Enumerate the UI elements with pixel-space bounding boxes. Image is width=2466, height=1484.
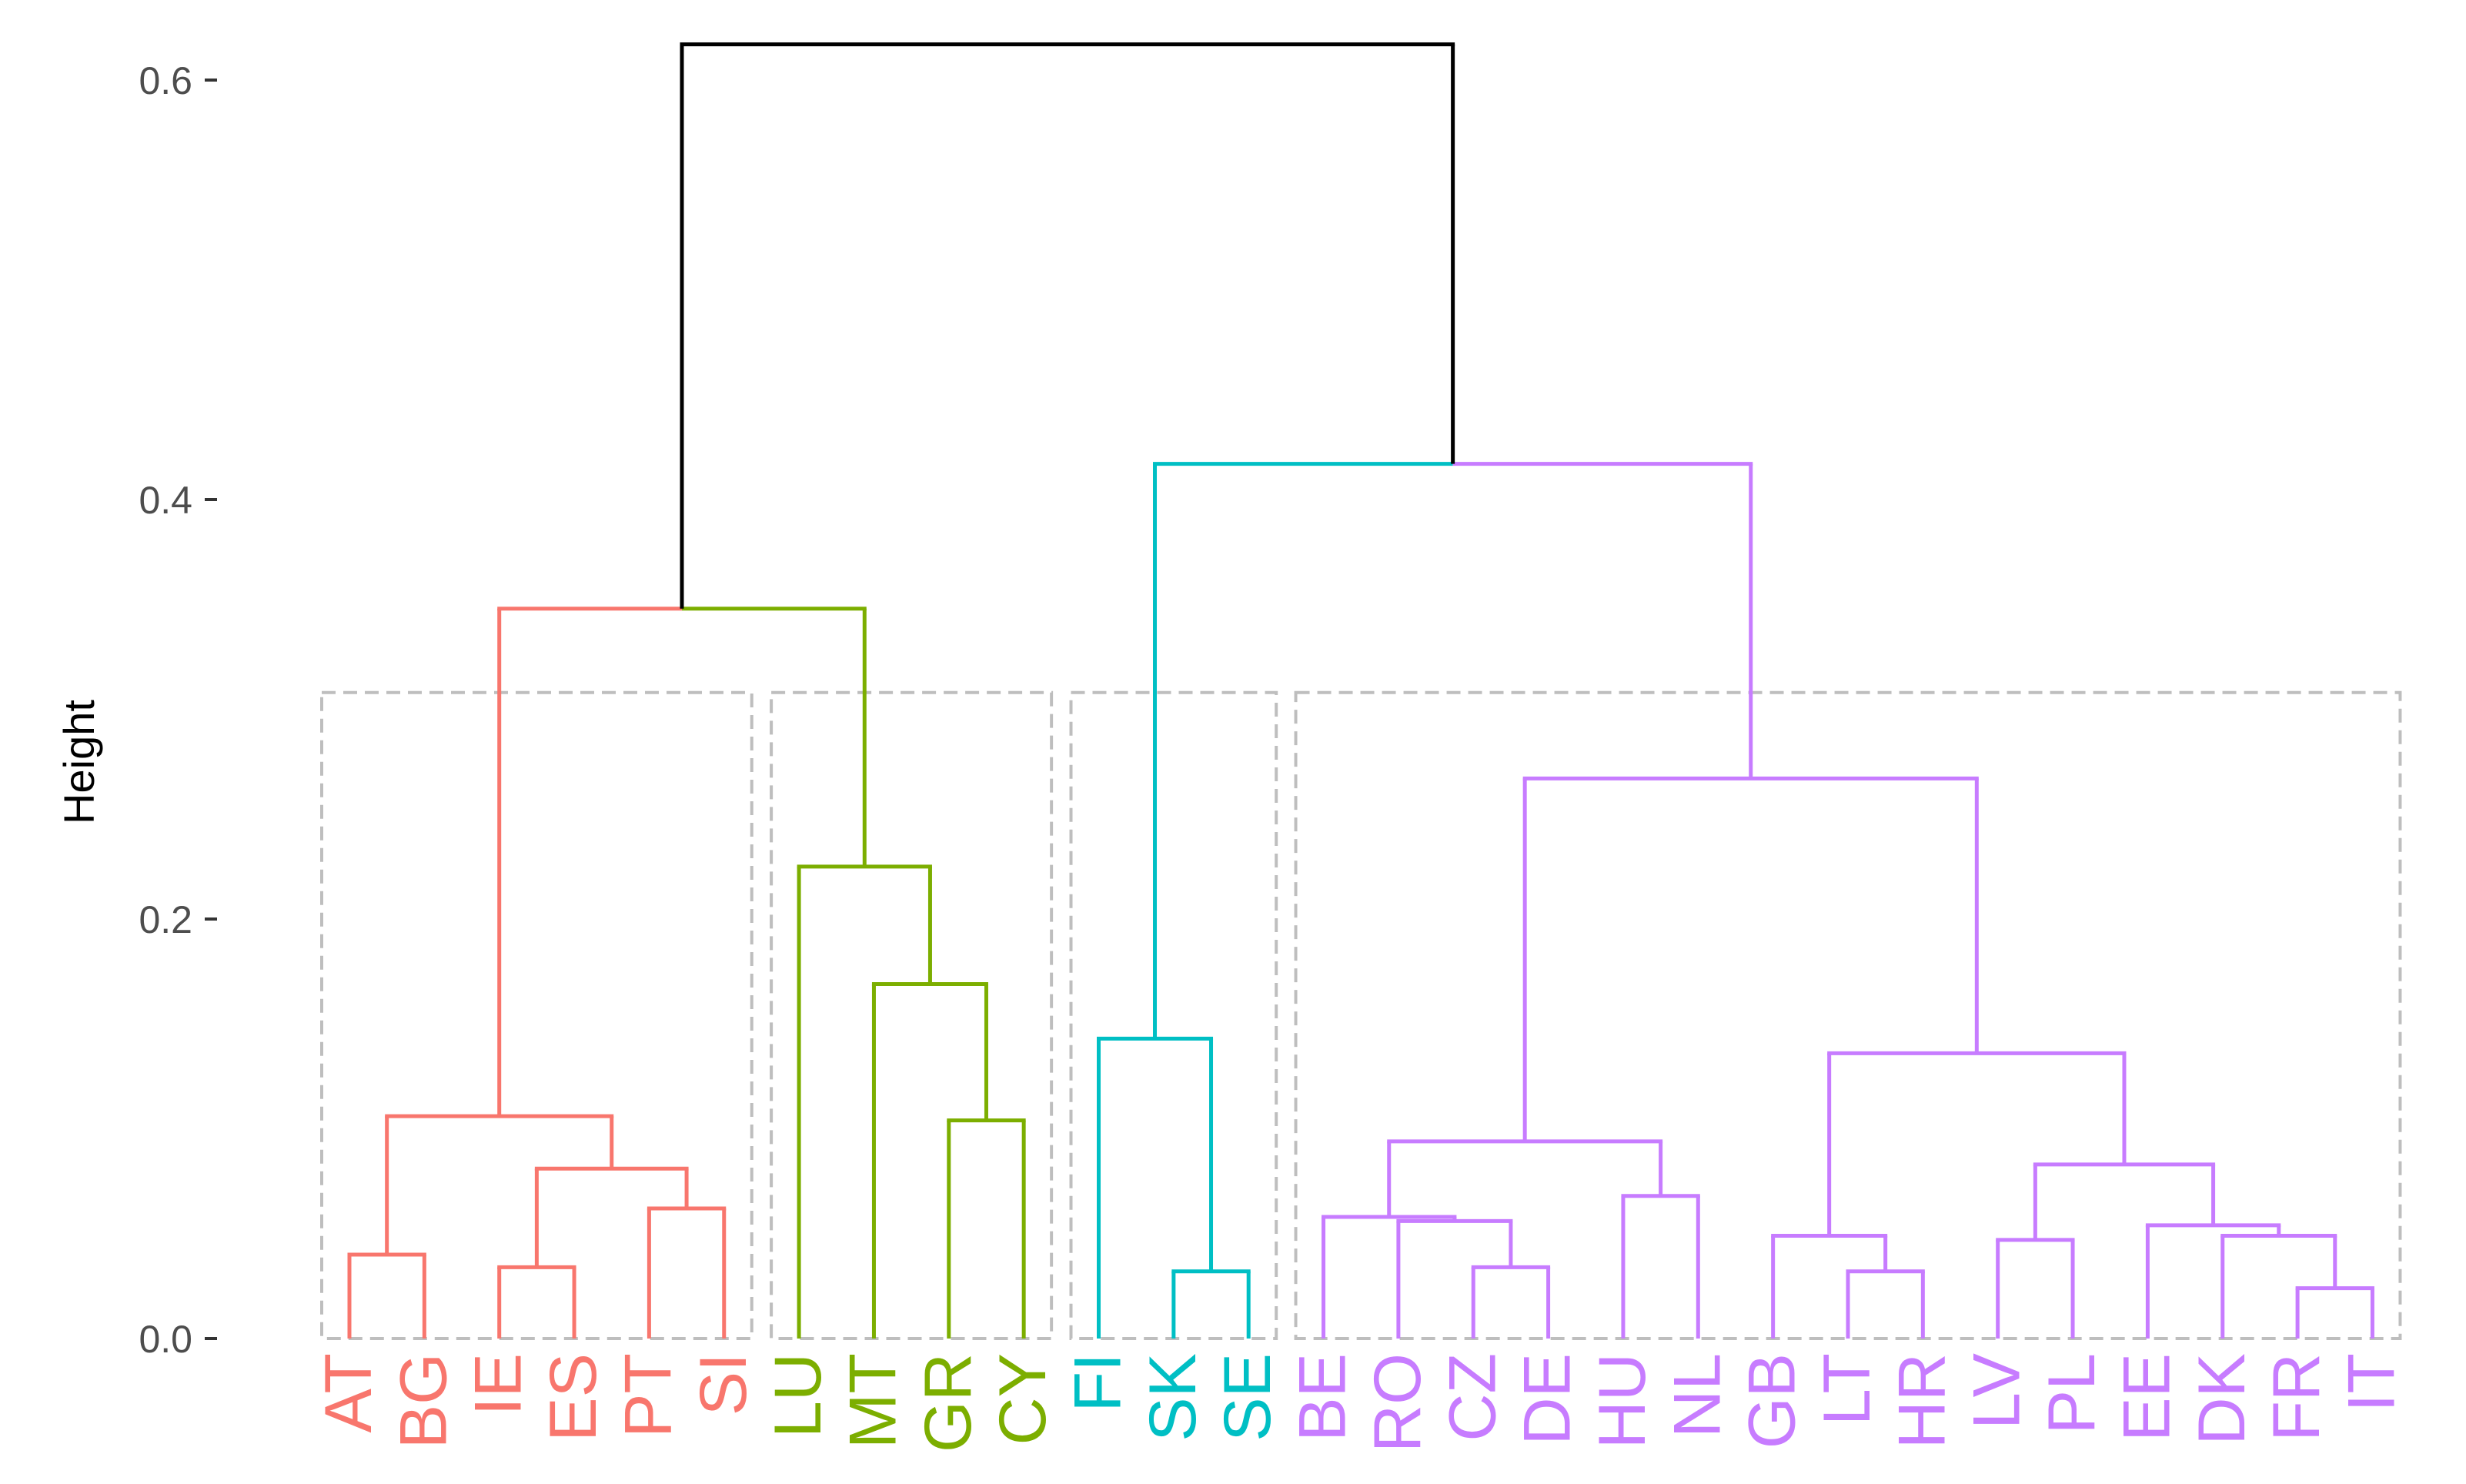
leaf-label: EE <box>2110 1353 2184 1442</box>
cluster-rectangle <box>770 690 1054 1340</box>
leaf-label: SE <box>1211 1353 1285 1442</box>
leaf-label: DK <box>2185 1353 2259 1445</box>
leaf-label: LT <box>1810 1353 1884 1426</box>
leaf-label: CY <box>986 1353 1060 1445</box>
leaf-label: FR <box>2260 1353 2334 1442</box>
leaf-label: FI <box>1061 1353 1135 1412</box>
dendrogram-branches <box>347 42 2374 1339</box>
leaf-label: NL <box>1660 1353 1734 1438</box>
y-tick-label: 0.2 <box>139 898 192 941</box>
leaf-labels: AT BG IE ES PT SI LU MT GR CY FI SK SE BE RO CZ DE HU NL GB… <box>312 1353 2408 1452</box>
leaf-label: PL <box>2035 1353 2109 1434</box>
leaf-label: BE <box>1286 1353 1360 1442</box>
leaf-label: DE <box>1511 1353 1585 1445</box>
leaf-label: GR <box>911 1353 985 1452</box>
leaf-label: SK <box>1136 1353 1210 1442</box>
leaf-label: RO <box>1361 1353 1435 1452</box>
leaf-label: MT <box>836 1353 910 1449</box>
leaf-label: SI <box>687 1353 760 1415</box>
y-axis-title: Height <box>55 700 103 824</box>
leaf-label: LV <box>1960 1353 2034 1429</box>
leaf-label: PT <box>611 1353 685 1438</box>
leaf-label: HR <box>1885 1353 1959 1449</box>
leaf-label: HU <box>1586 1353 1659 1449</box>
y-axis: 0.0 0.2 0.4 0.6 <box>139 59 217 1361</box>
cluster-rectangle <box>1294 690 2402 1340</box>
y-tick-label: 0.6 <box>139 59 192 102</box>
y-tick-label: 0.4 <box>139 479 192 522</box>
leaf-label: BG <box>386 1353 460 1449</box>
leaf-label: IE <box>462 1353 536 1415</box>
leaf-label: AT <box>312 1353 386 1433</box>
leaf-label: IT <box>2334 1353 2408 1412</box>
y-tick-label: 0.0 <box>139 1318 192 1361</box>
leaf-label: LU <box>761 1353 835 1438</box>
leaf-label: ES <box>536 1353 610 1442</box>
leaf-label: GB <box>1736 1353 1809 1449</box>
leaf-label: CZ <box>1435 1353 1509 1442</box>
